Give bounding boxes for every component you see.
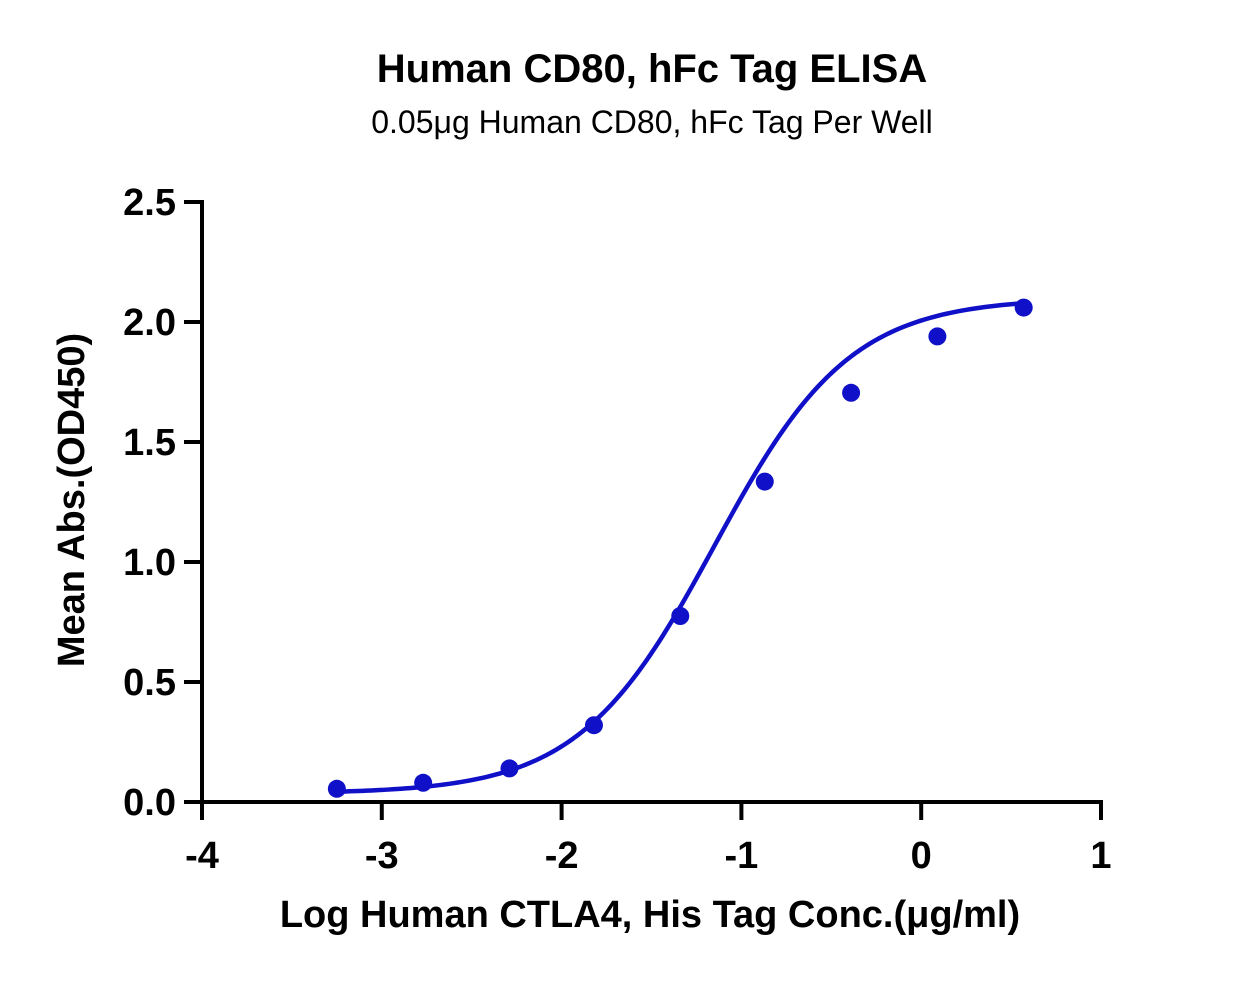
x-axis-ticks: -4 -3 -2 -1 0 1 (185, 802, 1112, 877)
data-point (584, 716, 603, 735)
data-point (414, 773, 433, 792)
x-tick-label: -3 (365, 835, 399, 877)
data-point (928, 327, 947, 346)
y-tick-label: 2.5 (123, 182, 176, 224)
chart-title: Human CD80, hFc Tag ELISA (377, 47, 927, 91)
data-point (755, 472, 774, 491)
y-tick-label: 1.0 (123, 542, 176, 584)
x-tick-label: 0 (911, 835, 932, 877)
x-tick-label: -1 (725, 835, 759, 877)
fit-curve-group (336, 300, 1024, 794)
y-axis-label: Mean Abs.(OD450) (51, 333, 93, 667)
y-tick-label: 1.5 (123, 422, 176, 464)
data-point (842, 383, 861, 402)
x-tick-label: -4 (185, 835, 219, 877)
y-tick-label: 2.0 (123, 302, 176, 344)
x-tick-label: 1 (1090, 835, 1111, 877)
data-point (1014, 298, 1033, 317)
y-tick-label: 0.0 (123, 782, 176, 824)
x-axis-label: Log Human CTLA4, His Tag Conc.(μg/ml) (280, 894, 1020, 936)
x-tick-label: -2 (545, 835, 579, 877)
data-point (671, 607, 690, 625)
y-axis-ticks: 0.0 0.5 1.0 1.5 2.0 2.5 (123, 182, 202, 824)
data-points (327, 298, 1033, 798)
axes (200, 200, 1103, 804)
data-point (500, 759, 519, 778)
fit-curve (336, 300, 1024, 794)
data-point (327, 779, 346, 798)
chart-subtitle: 0.05μg Human CD80, hFc Tag Per Well (371, 104, 933, 140)
y-tick-label: 0.5 (123, 662, 176, 704)
